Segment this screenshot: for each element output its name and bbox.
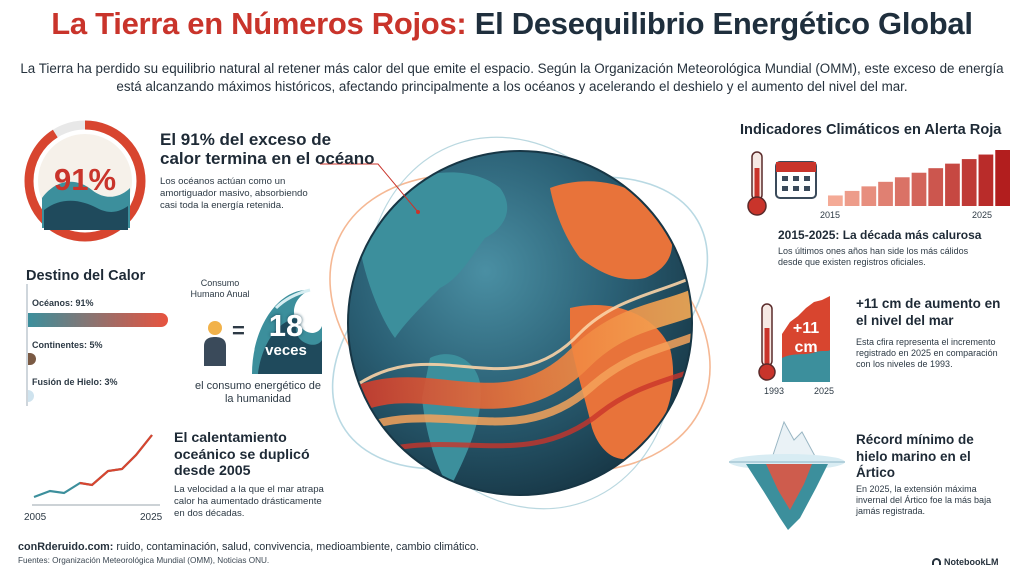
warming-line-high [79,434,153,487]
decade-bar [878,181,893,206]
brand-label: NotebookLM [944,557,999,567]
decade-bar [861,186,877,206]
land-europe [550,181,673,280]
decade-bar [995,150,1010,206]
decade-bar [911,172,927,206]
decade-bar [828,195,843,206]
footer-topics: ruido, contaminación, salud, convivencia… [113,541,479,553]
sea-ice-body: En 2025, la extensión máxima invernal de… [856,484,992,516]
heat-bar-continents [28,353,36,365]
decade-bar-chart [828,150,1010,206]
decade-bar [844,190,860,206]
consumption-unit: veces [265,342,307,359]
decade-body: Los últimos ones años han side los más c… [778,246,969,267]
ocean-heat-percent: 91% [53,162,117,197]
heat-bar-oceans [28,313,169,327]
sea-level-thermometer-icon [758,303,776,381]
sea-level-end-label: 2025 [814,386,835,396]
indicators-heading: Indicadores Climáticos en Alerta Roja [740,122,1002,138]
ocean-warming-body: La velocidad a la que el mar atrapa calo… [174,484,324,519]
consumption-footer: el consumo energético de la humanidad [195,380,321,405]
heat-destination-axis [26,284,28,406]
sea-level-chart [782,296,830,382]
heat-destination-heading: Destino del Calor [26,268,146,284]
wave-icon [252,288,322,374]
warming-start-label: 2005 [24,512,47,523]
consumption-number: 18 [268,308,304,343]
heat-bar-label-ice: Fusión de Hielo: 3% [32,377,118,387]
sea-level-body: Esta cfira representa el incremento regi… [856,337,998,369]
sea-level-start-label: 1993 [764,386,785,396]
decade-bar [945,163,960,206]
heat-bar-label-oceans: Océanos: 91% [32,298,94,308]
decade-bar [978,154,994,206]
warming-end-label: 2025 [140,512,163,523]
sea-level-heading: +11 cm de aumento en el nivel del mar [856,296,1001,328]
consumption-equals: = [232,318,245,343]
decade-end-label: 2025 [972,210,993,220]
decade-bar [928,168,944,206]
land-americas [360,172,508,338]
ocean-warming-chart [32,434,160,506]
footer-site: conRderuido.com: [18,541,114,553]
ocean-heat-ring [24,120,146,242]
consumption-caption: Consumo Humano Anual [190,278,250,299]
decade-start-label: 2015 [820,210,841,220]
sea-level-badge-unit: cm [794,339,818,356]
title-part-red: La Tierra en Números Rojos: [51,6,467,41]
warming-line-low [33,434,153,499]
heat-bar-ice [28,390,34,402]
intro-paragraph: La Tierra ha perdido su equilibrio natur… [20,61,1004,94]
ocean-heat-body: Los océanos actúan como un amortiguador … [160,176,308,211]
globe-illustration [329,136,711,510]
thermometer-icon [747,151,767,216]
title-part-dark: El Desequilibrio Energético Global [474,6,973,41]
ocean-heat-heading: El 91% del exceso de calor termina en el… [160,130,375,168]
heat-bar-label-continents: Continentes: 5% [32,340,103,350]
footer-site-line: conRderuido.com: ruido, contaminación, s… [18,541,479,553]
brand-icon [932,558,941,565]
pointer-line [320,163,420,214]
ocean-warming-heading: El calentamiento oceánico se duplicó des… [174,430,310,479]
calendar-icon [775,161,817,199]
decade-bar [961,159,977,206]
page-title: La Tierra en Números Rojos: El Desequili… [0,6,1024,42]
sea-level-badge-number: +11 [792,320,820,337]
brand-line: NotebookLM [932,557,999,567]
footer-sources: Fuentes: Organización Meteorológica Mund… [18,556,270,565]
sea-ice-heading: Récord mínimo de hielo marino en el Árti… [856,432,974,480]
person-icon [204,321,226,366]
iceberg-icon [729,420,845,530]
decade-heading: 2015-2025: La década más calurosa [778,228,982,242]
decade-bar [894,177,910,206]
